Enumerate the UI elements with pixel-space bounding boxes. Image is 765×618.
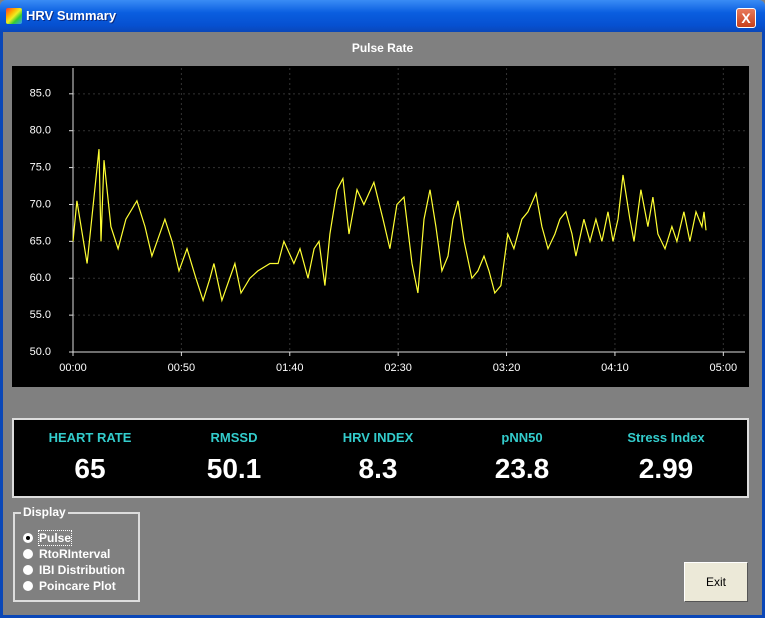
stat-label: Stress Index [627, 430, 705, 445]
title-bar: HRV Summary X [0, 0, 765, 32]
stat-label: HRV INDEX [342, 430, 414, 445]
stat-value: 23.8 [494, 453, 550, 484]
pulse-line [72, 149, 707, 303]
radio-button [23, 549, 33, 559]
radio-button [23, 565, 33, 575]
x-tick-label: 01:40 [276, 362, 304, 374]
close-button[interactable]: X [736, 8, 756, 28]
radio-option[interactable]: IBI Distribution [23, 563, 125, 577]
window-frame [0, 32, 765, 618]
stat-value: 50.1 [206, 453, 262, 484]
radio-button [23, 581, 33, 591]
y-tick-label: 70.0 [30, 198, 51, 210]
y-tick-label: 65.0 [30, 235, 51, 247]
group-title: Display [21, 505, 68, 519]
stat-label: HEART RATE [48, 430, 132, 445]
x-tick-label: 00:50 [168, 362, 196, 374]
y-tick-label: 55.0 [30, 309, 51, 321]
chart: 50.0 55.0 60.0 65.0 70.0 75.0 80.0 85.0 00:00 00:… [12, 66, 749, 387]
stats-panel: HEART RATE 65 RMSSD 50.1 HRV INDEX 8.3 pNN50 23… [12, 418, 749, 498]
option-label: Pulse [37, 530, 73, 546]
y-tick-label: 75.0 [30, 161, 51, 173]
radio-option[interactable]: RtoRInterval [23, 547, 110, 561]
chart-title: Pulse Rate [351, 41, 414, 55]
stat-label: RMSSD [210, 430, 258, 445]
y-tick-label: 80.0 [30, 125, 51, 137]
option-label: IBI Distribution [39, 563, 125, 577]
y-tick-label: 85.0 [30, 88, 51, 100]
x-tick-label: 03:20 [493, 362, 521, 374]
stat-value: 2.99 [638, 453, 694, 484]
stat-value: 8.3 [358, 453, 398, 484]
x-tick-label: 02:30 [384, 362, 412, 374]
plot-background [12, 66, 749, 387]
radio-option[interactable]: Pulse [23, 530, 73, 546]
x-tick-label: 04:10 [601, 362, 629, 374]
x-tick-label: 05:00 [710, 362, 738, 374]
radio-option[interactable]: Poincare Plot [23, 579, 116, 593]
display-group: Display Pulse RtoRInterval IBI Distributio… [13, 505, 140, 602]
x-tick-label: 00:00 [59, 362, 87, 374]
stat-value: 65 [74, 453, 106, 484]
app-icon [6, 8, 22, 24]
exit-button[interactable]: Exit [684, 562, 748, 602]
option-label: Poincare Plot [39, 579, 116, 593]
y-tick-label: 50.0 [30, 346, 51, 358]
option-label: RtoRInterval [39, 547, 111, 561]
y-tick-label: 60.0 [30, 272, 51, 284]
window-title: HRV Summary [26, 8, 117, 23]
radio-button [23, 533, 33, 543]
stat-label: pNN50 [501, 430, 543, 445]
